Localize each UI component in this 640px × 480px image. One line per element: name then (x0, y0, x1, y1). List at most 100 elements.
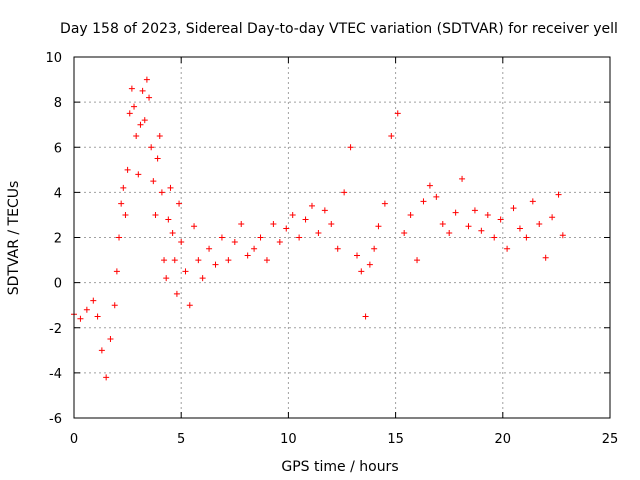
data-point (131, 103, 138, 110)
data-point (90, 297, 97, 304)
data-point (321, 207, 328, 214)
data-point (158, 189, 165, 196)
data-point (263, 257, 270, 264)
data-point (334, 245, 341, 252)
data-point (186, 302, 193, 309)
data-point (137, 121, 144, 128)
data-point (167, 184, 174, 191)
data-point (176, 200, 183, 207)
data-point (407, 211, 414, 218)
data-point (139, 87, 146, 94)
data-point (516, 225, 523, 232)
data-point (347, 144, 354, 151)
data-point (165, 216, 172, 223)
data-point (426, 182, 433, 189)
data-point (199, 275, 206, 282)
x-tick-label: 10 (280, 432, 297, 447)
data-point (148, 144, 155, 151)
data-point (124, 166, 131, 173)
data-point (276, 239, 283, 246)
data-point (341, 189, 348, 196)
data-point (128, 85, 135, 92)
data-point (401, 229, 408, 236)
data-point (308, 202, 315, 209)
data-point (156, 132, 163, 139)
data-point (283, 225, 290, 232)
data-point (83, 306, 90, 313)
data-point (238, 220, 245, 227)
data-point (555, 191, 562, 198)
data-point (178, 239, 185, 246)
data-point (414, 257, 421, 264)
x-tick-label: 25 (602, 432, 619, 447)
data-point (169, 229, 176, 236)
data-point (150, 178, 157, 185)
data-point (459, 175, 466, 182)
data-point (77, 315, 84, 322)
data-point (152, 211, 159, 218)
data-point (111, 302, 118, 309)
y-tick-label: -6 (49, 412, 62, 427)
data-point (113, 268, 120, 275)
y-tick-label: 2 (54, 232, 62, 247)
data-point (452, 209, 459, 216)
data-point (315, 229, 322, 236)
axis-ticks: 0 5 10 15 20 25 -6 -4 -2 0 2 4 6 8 10 (45, 51, 618, 447)
data-point (107, 336, 114, 343)
data-point (358, 268, 365, 275)
data-point (218, 234, 225, 241)
data-point (371, 245, 378, 252)
data-point (381, 200, 388, 207)
data-point (182, 268, 189, 275)
data-point (116, 234, 123, 241)
data-point (497, 216, 504, 223)
data-point (154, 155, 161, 162)
data-point (529, 198, 536, 205)
data-point (212, 261, 219, 268)
y-axis-label: SDTVAR / TECUs (6, 181, 22, 296)
data-point (173, 290, 180, 297)
data-point (163, 275, 170, 282)
data-point (446, 229, 453, 236)
data-point (354, 252, 361, 259)
data-point (161, 257, 168, 264)
data-point (191, 223, 198, 230)
data-point (118, 200, 125, 207)
data-point (394, 110, 401, 117)
y-tick-label: 10 (45, 51, 62, 66)
data-point (549, 214, 556, 221)
data-point (366, 261, 373, 268)
data-point (98, 347, 105, 354)
x-tick-label: 15 (387, 432, 404, 447)
data-point (126, 110, 133, 117)
data-point (231, 239, 238, 246)
data-point (296, 234, 303, 241)
data-point (146, 94, 153, 101)
data-point (251, 245, 258, 252)
data-point (133, 132, 140, 139)
data-point (135, 171, 142, 178)
chart-title: Day 158 of 2023, Sidereal Day-to-day VTE… (60, 21, 618, 37)
data-point (270, 220, 277, 227)
data-point (362, 313, 369, 320)
data-point (542, 254, 549, 261)
y-tick-label: 8 (54, 96, 62, 111)
y-tick-label: 6 (54, 141, 62, 156)
data-point (478, 227, 485, 234)
data-point (439, 220, 446, 227)
data-point (433, 193, 440, 200)
data-point (420, 198, 427, 205)
data-point (120, 184, 127, 191)
y-tick-label: 0 (54, 277, 62, 292)
data-point (244, 252, 251, 259)
data-point (504, 245, 511, 252)
data-point (375, 223, 382, 230)
x-tick-label: 5 (177, 432, 185, 447)
y-tick-label: 4 (54, 186, 62, 201)
data-point (122, 211, 129, 218)
data-point (206, 245, 213, 252)
x-tick-label: 20 (495, 432, 512, 447)
x-tick-label: 0 (70, 432, 78, 447)
y-tick-label: -4 (49, 367, 62, 382)
